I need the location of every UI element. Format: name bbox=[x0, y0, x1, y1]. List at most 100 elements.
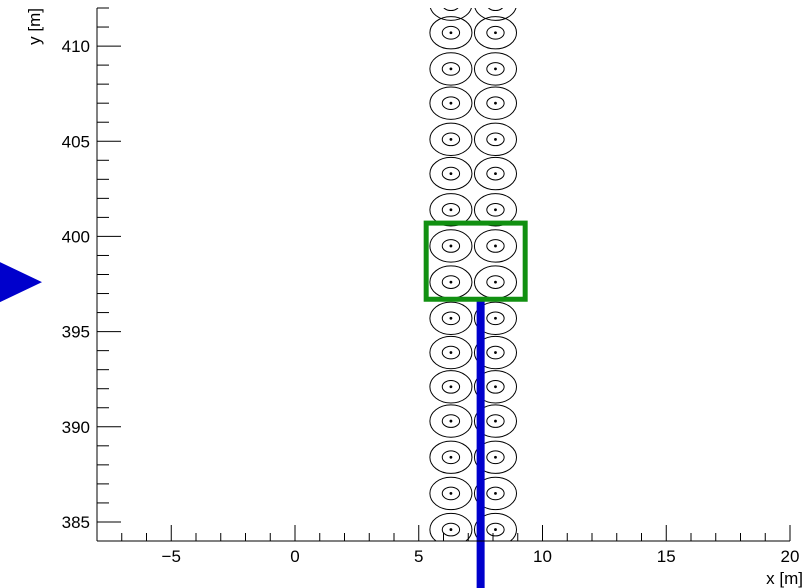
detector-center-dot bbox=[494, 385, 497, 389]
detector-outer-ring bbox=[473, 476, 518, 511]
detector-center-dot bbox=[494, 528, 497, 531]
detector-outer-ring bbox=[429, 440, 473, 474]
x-tick-label: 5 bbox=[414, 547, 423, 566]
detector-inner-ring bbox=[486, 311, 505, 326]
detector-inner-ring bbox=[486, 345, 505, 360]
detector-outer-ring bbox=[429, 370, 473, 404]
x-axis-label: x [m] bbox=[766, 569, 803, 588]
y-tick-label: 385 bbox=[62, 513, 90, 532]
detector-center-dot bbox=[494, 67, 497, 71]
detector-array bbox=[429, 3, 518, 541]
detector-outer-ring bbox=[429, 8, 472, 21]
detector-center-dot bbox=[449, 101, 453, 105]
detector-inner-ring bbox=[441, 522, 461, 537]
detector-outer-ring bbox=[473, 122, 518, 157]
beam-direction-arrow bbox=[0, 262, 42, 303]
detector-outer-ring bbox=[473, 193, 518, 227]
detector-center-dot bbox=[494, 3, 497, 6]
detector-inner-ring bbox=[486, 486, 505, 501]
x-tick-label: 15 bbox=[657, 547, 676, 566]
detector-center-dot bbox=[494, 455, 497, 459]
detector-center-dot bbox=[494, 137, 497, 141]
detector-outer-ring bbox=[429, 404, 473, 438]
detector-center-dot bbox=[449, 385, 453, 389]
x-tick-label: 0 bbox=[290, 547, 299, 566]
detector-inner-ring bbox=[486, 522, 505, 537]
x-tick-label: 20 bbox=[781, 547, 800, 566]
detector-outer-ring bbox=[473, 404, 518, 438]
detector-inner-ring bbox=[441, 311, 461, 326]
detector-inner-ring bbox=[441, 379, 461, 394]
detector-inner-ring bbox=[486, 132, 505, 147]
detector-inner-ring bbox=[441, 486, 461, 501]
detector-outer-ring bbox=[429, 52, 473, 86]
detector-outer-ring bbox=[429, 156, 473, 191]
detector-inner-ring bbox=[486, 202, 505, 217]
detector-center-dot bbox=[494, 172, 497, 176]
detector-center-dot bbox=[494, 31, 497, 35]
detector-inner-ring bbox=[441, 450, 461, 465]
detector-center-dot bbox=[494, 280, 497, 284]
detector-inner-ring bbox=[486, 239, 505, 253]
detector-center-dot bbox=[449, 172, 453, 176]
detector-inner-ring bbox=[441, 239, 461, 253]
detector-outer-ring bbox=[473, 512, 518, 541]
detector-inner-ring bbox=[441, 202, 461, 217]
detector-center-dot bbox=[449, 316, 453, 320]
detector-outer-ring bbox=[429, 301, 473, 335]
detector-inner-ring bbox=[486, 450, 505, 465]
detector-center-dot bbox=[449, 31, 453, 35]
detector-outer-ring bbox=[473, 52, 518, 86]
detector-outer-ring bbox=[429, 16, 473, 50]
detector-inner-ring bbox=[441, 166, 461, 181]
detector-center-dot bbox=[494, 351, 497, 354]
detector-center-dot bbox=[449, 280, 453, 284]
detector-center-dot bbox=[449, 528, 453, 531]
detector-center-dot bbox=[494, 316, 497, 320]
detector-inner-ring bbox=[486, 414, 505, 428]
detector-inner-ring bbox=[486, 275, 505, 289]
detector-outer-ring bbox=[429, 229, 473, 263]
detector-inner-ring bbox=[441, 275, 461, 289]
detector-center-dot bbox=[494, 208, 497, 212]
detector-outer-ring bbox=[473, 229, 518, 263]
detector-center-dot bbox=[449, 419, 453, 423]
highlight-box bbox=[423, 220, 528, 302]
detector-outer-ring bbox=[429, 122, 473, 157]
detector-center-dot bbox=[494, 101, 497, 105]
detector-center-dot bbox=[450, 3, 453, 6]
detector-center-dot bbox=[494, 492, 497, 495]
detector-inner-ring bbox=[443, 8, 459, 12]
detector-inner-ring bbox=[441, 62, 461, 76]
detector-inner-ring bbox=[441, 25, 461, 40]
detector-center-dot bbox=[494, 419, 497, 423]
detector-center-dot bbox=[449, 244, 453, 248]
detector-outer-ring bbox=[429, 193, 473, 227]
detector-inner-ring bbox=[441, 414, 461, 428]
detector-center-dot bbox=[449, 351, 453, 354]
detector-inner-ring bbox=[486, 379, 505, 394]
detector-inner-ring bbox=[486, 62, 505, 76]
detector-inner-ring bbox=[441, 345, 461, 360]
y-tick-label: 410 bbox=[62, 37, 90, 56]
detector-outer-ring bbox=[473, 370, 518, 404]
x-tick-label: 10 bbox=[533, 547, 552, 566]
detector-center-dot bbox=[449, 455, 453, 459]
y-axis-label: y [m] bbox=[25, 8, 44, 45]
y-tick-label: 395 bbox=[62, 323, 90, 342]
detector-center-dot bbox=[449, 208, 453, 212]
detector-outer-ring bbox=[473, 156, 518, 191]
detector-outer-ring bbox=[473, 440, 518, 474]
detector-inner-ring bbox=[486, 96, 505, 111]
axes: −5 0 5 10 15 20 385 390 395 400 405 410 bbox=[62, 7, 800, 566]
y-tick-label: 400 bbox=[62, 227, 90, 246]
detector-outer-ring bbox=[473, 301, 518, 335]
detector-outer-ring bbox=[429, 335, 473, 370]
y-tick-label: 405 bbox=[62, 132, 90, 151]
detector-center-dot bbox=[449, 137, 453, 141]
detector-outer-ring bbox=[429, 476, 473, 511]
detector-inner-ring bbox=[486, 25, 505, 40]
x-tick-label: −5 bbox=[162, 547, 181, 566]
y-tick-label: 390 bbox=[62, 418, 90, 437]
